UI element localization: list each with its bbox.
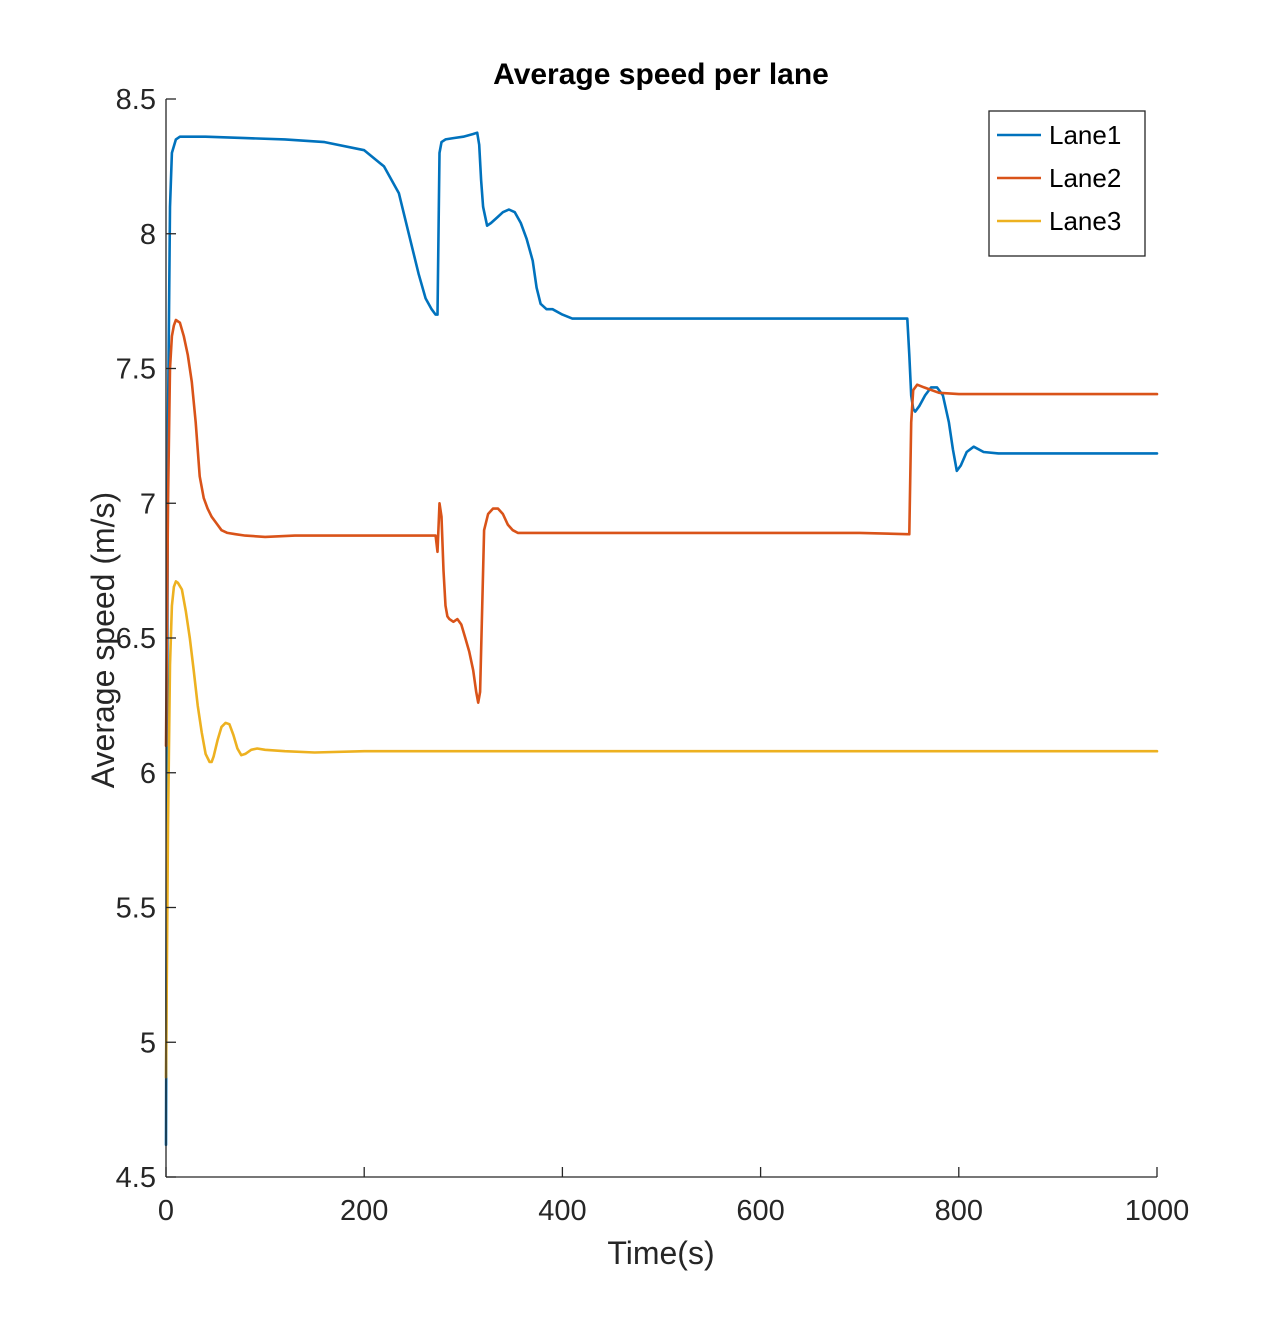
x-tick-label: 0 bbox=[158, 1195, 174, 1227]
series-line-lane2 bbox=[164, 318, 1159, 748]
legend: Lane1 Lane2 Lane3 bbox=[988, 110, 1146, 257]
plot-lines bbox=[164, 131, 1159, 1146]
chart-title: Average speed per lane bbox=[493, 58, 829, 91]
x-tick-label: 800 bbox=[935, 1195, 983, 1227]
legend-label-lane1: Lane1 bbox=[1049, 120, 1121, 150]
y-tick-label: 7 bbox=[140, 488, 156, 520]
x-axis-label: Time(s) bbox=[607, 1235, 714, 1271]
y-tick-label: 7.5 bbox=[116, 354, 156, 386]
y-tick-label: 5.5 bbox=[116, 893, 156, 925]
y-tick-label: 8 bbox=[140, 219, 156, 251]
y-tick-label: 6.5 bbox=[116, 623, 156, 655]
series-line-lane3 bbox=[164, 580, 1159, 1079]
x-tick-label: 1000 bbox=[1125, 1195, 1190, 1227]
y-tick-label: 8.5 bbox=[116, 84, 156, 116]
x-tick-label: 400 bbox=[538, 1195, 586, 1227]
ticks: 0 200 400 600 800 1000 4.5 5 5.5 6 6.5 7 7.5 8 8.5 bbox=[116, 84, 1190, 1227]
y-tick-label: 4.5 bbox=[116, 1162, 156, 1194]
legend-label-lane3: Lane3 bbox=[1049, 206, 1121, 236]
y-tick-label: 5 bbox=[140, 1027, 156, 1059]
x-tick-label: 600 bbox=[736, 1195, 784, 1227]
y-tick-label: 6 bbox=[140, 758, 156, 790]
y-axis-label: Average speed (m/s) bbox=[85, 492, 121, 788]
series-line-lane1 bbox=[164, 131, 1159, 1146]
legend-label-lane2: Lane2 bbox=[1049, 163, 1121, 193]
x-tick-label: 200 bbox=[340, 1195, 388, 1227]
